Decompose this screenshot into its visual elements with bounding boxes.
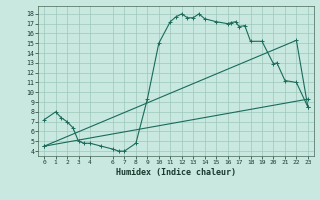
X-axis label: Humidex (Indice chaleur): Humidex (Indice chaleur)	[116, 168, 236, 177]
